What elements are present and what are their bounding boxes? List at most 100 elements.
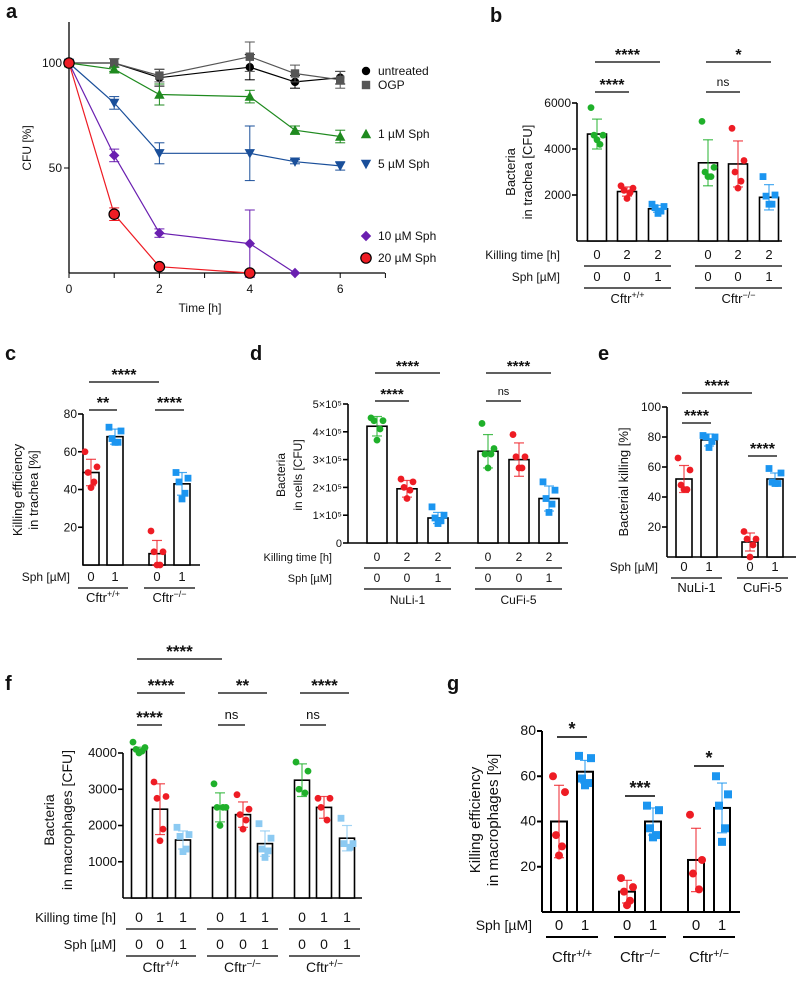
data-point	[558, 842, 566, 851]
legend-label: 1 µM Sph	[378, 127, 430, 141]
row-value: 0	[298, 909, 306, 925]
data-point	[481, 450, 489, 458]
group-label: Cftr−/−	[224, 959, 261, 975]
data-point	[646, 824, 654, 833]
y-tick-label: 3×10⁵	[313, 455, 342, 467]
data-point	[623, 195, 631, 202]
bar-group	[740, 528, 760, 561]
significance-bracket: ****	[375, 358, 440, 375]
data-point	[289, 157, 301, 167]
group-label: Cftr+/−	[689, 948, 729, 966]
y-axis-label: in macrophages [%]	[485, 754, 502, 887]
data-point	[135, 749, 143, 757]
row-value: 0	[623, 269, 630, 284]
data-point	[370, 417, 378, 425]
legend-label: untreated	[378, 64, 429, 78]
data-point	[84, 469, 92, 476]
row-label: Killing time [h]	[35, 910, 116, 925]
y-tick-label: 60	[520, 767, 536, 783]
data-point	[295, 785, 303, 793]
row-label: Sph [µM]	[288, 573, 332, 585]
significance-label: *	[568, 719, 575, 739]
legend-label: 20 µM Sph	[378, 251, 436, 265]
significance-bracket: **	[89, 395, 117, 412]
significance-label: **	[97, 395, 110, 412]
row-value: 2	[623, 247, 630, 262]
bar-group	[575, 751, 595, 913]
bar	[576, 770, 594, 913]
significance-bracket: ****	[682, 408, 711, 425]
row-value: 0	[135, 909, 143, 925]
data-point	[93, 463, 101, 471]
data-point	[150, 778, 158, 786]
data-point	[245, 52, 254, 61]
data-point	[361, 80, 371, 90]
data-point	[304, 767, 312, 775]
data-point	[346, 843, 354, 851]
row-value: 0	[485, 571, 492, 585]
data-point	[711, 433, 719, 441]
series-line	[69, 56, 341, 81]
y-tick-label: 4×10⁵	[313, 427, 342, 439]
data-point	[746, 553, 754, 561]
data-point	[552, 831, 560, 840]
data-point	[771, 480, 779, 487]
bar-group	[147, 527, 167, 569]
data-point	[680, 486, 688, 493]
group-label: Cftr−/−	[722, 290, 756, 306]
data-point	[337, 814, 345, 822]
bar-group	[292, 758, 312, 899]
data-point	[484, 464, 492, 472]
data-point	[765, 200, 773, 208]
y-tick-label: 60	[64, 445, 78, 459]
data-point	[575, 751, 583, 760]
y-tick-label: 40	[520, 813, 536, 829]
bar-group	[616, 182, 638, 242]
row-value: 2	[546, 550, 553, 564]
data-point	[244, 267, 256, 279]
panel-c-bar-chart: 20 40 60 80 Killing efficiency in trachea [%]…	[10, 367, 200, 605]
bar-group	[699, 432, 719, 558]
data-point	[749, 541, 757, 549]
data-point	[515, 464, 523, 472]
panel-letter-d: d	[250, 343, 262, 365]
y-tick-label: 5×10⁵	[313, 399, 342, 411]
data-point	[771, 191, 779, 199]
bar-group	[686, 810, 706, 914]
data-point	[561, 788, 569, 797]
y-tick-label: 60	[648, 460, 662, 474]
data-point	[153, 794, 161, 802]
data-point	[111, 438, 119, 446]
data-point	[737, 177, 745, 185]
data-point	[743, 535, 751, 543]
row-value: 1	[111, 569, 118, 584]
row-value: 1	[343, 909, 351, 925]
data-point	[264, 847, 272, 855]
row-value: 1	[654, 269, 661, 284]
significance-label: ****	[705, 378, 731, 395]
bar-group	[647, 200, 669, 242]
y-axis-label: Bacteria	[274, 453, 288, 497]
y-tick-label: 100	[641, 400, 661, 414]
panel-d-bar-chart: 0 1×10⁵ 2×10⁵ 3×10⁵ 4×10⁵ 5×10⁵ Bacteria in cel…	[264, 358, 568, 607]
significance-bracket: ****	[375, 386, 409, 403]
data-point	[159, 825, 167, 833]
group-label: Cftr+/+	[86, 589, 120, 605]
significance-label: **	[236, 676, 250, 695]
significance-bracket: *	[557, 719, 587, 739]
data-point	[289, 125, 301, 135]
data-point	[587, 754, 595, 763]
data-point	[712, 772, 720, 781]
row-value: 0	[216, 909, 224, 925]
row-value: 0	[135, 936, 143, 952]
bar-group	[337, 814, 357, 899]
legend-label: 10 µM Sph	[378, 229, 436, 243]
data-point	[290, 69, 300, 78]
y-axis-label: Bacteria	[41, 794, 57, 846]
data-point	[81, 448, 89, 456]
row-value: 0	[680, 559, 687, 574]
significance-label: ****	[136, 708, 163, 727]
data-point	[213, 803, 221, 811]
data-point	[361, 66, 371, 76]
